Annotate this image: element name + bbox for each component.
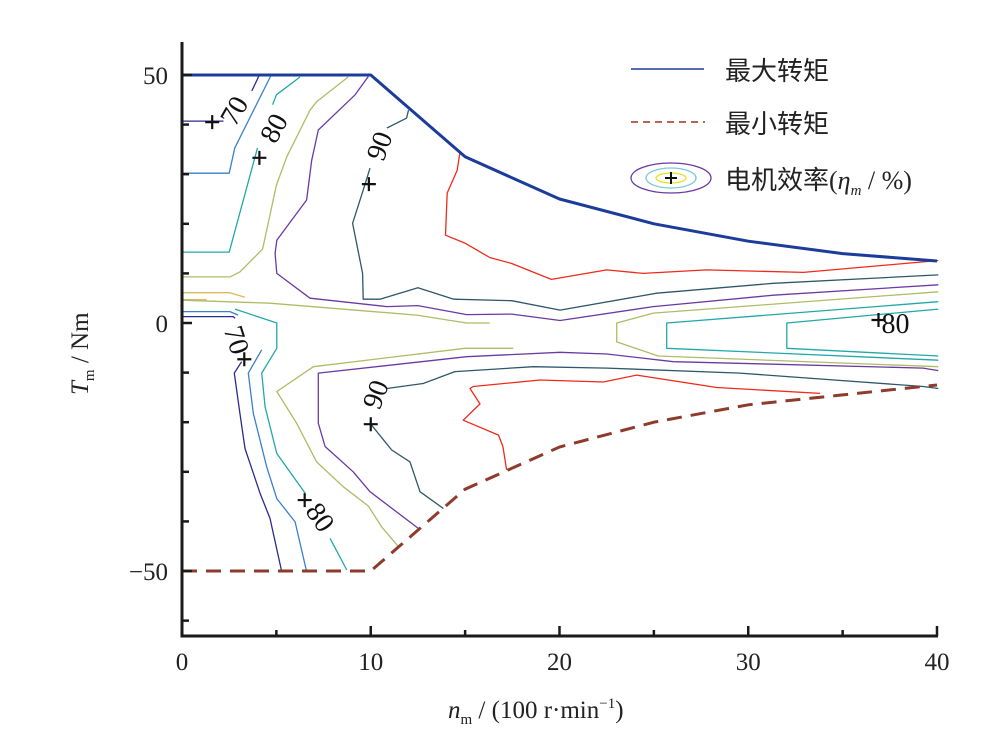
y-axis-title: Tm / Nm [67, 312, 98, 395]
legend-label-min-torque: 最小转矩 [725, 110, 829, 139]
x-tick-label: 0 [176, 649, 189, 676]
x-tick-label: 20 [547, 649, 572, 676]
x-tick-label: 30 [736, 649, 761, 676]
contour-label-text: 90 [357, 376, 396, 413]
contour-label-text: 90 [361, 128, 400, 165]
y-axis-title-rest: / Nm [67, 312, 94, 370]
x-tick-label: 40 [925, 649, 950, 676]
svg-text:电机效率(ηm / %): 电机效率(ηm / %) [725, 166, 912, 199]
contour-line-85 [276, 347, 514, 548]
contour-line-85 [181, 299, 490, 324]
contour-label: 80 [871, 309, 910, 340]
contour-line-88 [274, 76, 939, 322]
x-axis-title-sup: −1 [599, 696, 615, 712]
contour-line-70 [251, 74, 260, 92]
y-tick-label: 0 [156, 311, 169, 338]
contour-label-plus-icon [871, 313, 886, 328]
contour-line-88 [317, 351, 939, 529]
legend-label-eta: η [838, 166, 851, 195]
contour-line-90 [386, 110, 410, 129]
contour-line-80 [271, 76, 301, 105]
contour-line-80 [329, 537, 348, 571]
contour-line-75 [247, 349, 308, 572]
contour-line-80 [666, 301, 939, 361]
contour-label-text: 70 [214, 91, 255, 131]
contour-line-90 [386, 366, 939, 390]
contour-label: 70 [217, 322, 255, 367]
x-axis-title-close: ) [615, 697, 623, 724]
contour-label: 70 [205, 91, 255, 131]
svg-text:Tm / Nm: Tm / Nm [67, 312, 98, 395]
contour-line-85 [182, 76, 349, 278]
contour-line-92 [462, 374, 821, 470]
contour-label-plus-icon [237, 352, 252, 367]
torque-limits [182, 73, 938, 573]
contour-label: 80 [297, 493, 340, 538]
contour-line-90 [351, 168, 939, 311]
x-axis-title-main: n [448, 697, 461, 724]
contour-label-text: 80 [882, 309, 910, 340]
x-axis-title-rest: / (100 r·min [472, 697, 600, 724]
min-torque-line [182, 383, 938, 573]
y-tick-label: 50 [143, 63, 168, 90]
contour-label-plus-icon [252, 150, 267, 165]
contour-line-70 [182, 315, 236, 319]
legend-label-max-torque: 最大转矩 [725, 57, 829, 86]
contour-label-plus-icon [297, 493, 312, 508]
contour-line-80 [234, 308, 306, 494]
contour-line-92 [444, 151, 939, 281]
y-tick-label: −50 [129, 559, 168, 586]
x-axis-title: nm / (100 r·min−1) [448, 696, 624, 728]
svg-text:nm / (100 r·min−1): nm / (100 r·min−1) [448, 696, 624, 728]
contour-line-70 [233, 361, 283, 572]
x-axis-title-sub: m [461, 712, 473, 728]
contour-line-75 [182, 310, 239, 316]
axes: 0 10 20 30 40 50 0 −50 [129, 42, 950, 676]
legend-item-efficiency: 电机效率(ηm / %) [630, 162, 912, 199]
contour-ellipse-icon [630, 162, 712, 194]
y-axis-title-sub: m [82, 369, 98, 381]
y-axis-title-main: T [67, 379, 94, 395]
legend-item-min-torque: 最小转矩 [631, 110, 829, 139]
legend: 最大转矩 最小转矩 电机效率(ηm / %) [630, 57, 912, 199]
x-tick-label: 10 [358, 649, 383, 676]
contour-line-85 [616, 291, 939, 368]
legend-label-efficiency: 电机效率( [725, 166, 838, 195]
contour-label-plus-icon [363, 417, 378, 432]
contour-label-plus-icon [361, 177, 376, 192]
legend-item-max-torque: 最大转矩 [631, 57, 829, 86]
contour-label: 90 [361, 128, 400, 192]
contour-label-text: 80 [254, 109, 295, 148]
legend-label-eta-sub: m [851, 183, 862, 199]
contour-lines [181, 74, 939, 572]
contour-line-65 [182, 292, 246, 298]
contour-label: 80 [252, 109, 295, 165]
contour-line-90 [369, 422, 444, 510]
contour-label-text: 70 [217, 322, 255, 358]
contour-line-80 [182, 147, 259, 253]
contour-label-plus-icon [205, 115, 220, 130]
contour-label: 90 [357, 376, 396, 432]
legend-label-tail: / %) [861, 166, 912, 195]
contour-line-82 [786, 308, 939, 357]
contour-line-75 [182, 75, 272, 174]
max-torque-line [182, 73, 938, 263]
